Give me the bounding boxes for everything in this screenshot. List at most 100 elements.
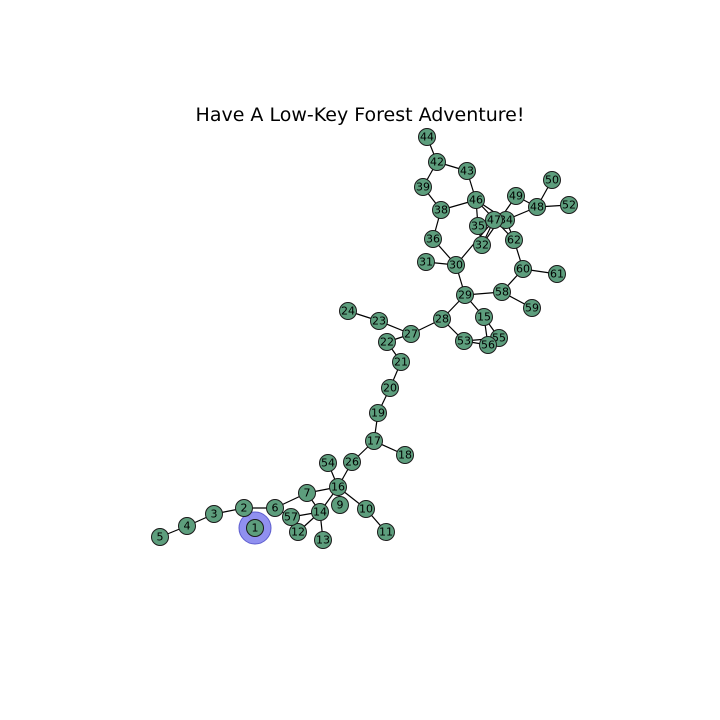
- node-circle: [560, 196, 578, 214]
- node-circle: [473, 236, 491, 254]
- node-12[interactable]: 12: [289, 523, 307, 541]
- node-9[interactable]: 9: [331, 496, 349, 514]
- node-circle: [475, 308, 493, 326]
- node-16[interactable]: 16: [329, 478, 347, 496]
- node-48[interactable]: 48: [528, 198, 546, 216]
- node-39[interactable]: 39: [414, 178, 432, 196]
- node-42[interactable]: 42: [428, 153, 446, 171]
- node-label: 36: [426, 233, 440, 246]
- node-58[interactable]: 58: [493, 283, 511, 301]
- node-4[interactable]: 4: [178, 517, 196, 535]
- node-circle: [378, 333, 396, 351]
- node-circle: [205, 505, 223, 523]
- node-21[interactable]: 21: [392, 353, 410, 371]
- node-38[interactable]: 38: [432, 201, 450, 219]
- node-28[interactable]: 28: [433, 310, 451, 328]
- node-24[interactable]: 24: [339, 302, 357, 320]
- node-49[interactable]: 49: [507, 187, 525, 205]
- node-label: 50: [545, 174, 559, 187]
- node-29[interactable]: 29: [456, 286, 474, 304]
- node-circle: [417, 253, 435, 271]
- node-7[interactable]: 7: [298, 484, 316, 502]
- node-15[interactable]: 15: [475, 308, 493, 326]
- graph-title: Have A Low-Key Forest Adventure!: [195, 104, 525, 126]
- node-circle: [298, 484, 316, 502]
- node-52[interactable]: 52: [560, 196, 578, 214]
- node-circle: [357, 500, 375, 518]
- node-6[interactable]: 6: [266, 499, 284, 517]
- node-label: 52: [562, 199, 576, 212]
- node-label: 30: [449, 259, 463, 272]
- node-31[interactable]: 31: [417, 253, 435, 271]
- node-circle: [485, 211, 503, 229]
- node-label: 6: [272, 502, 279, 515]
- node-circle: [424, 230, 442, 248]
- node-circle: [467, 191, 485, 209]
- node-label: 5: [157, 531, 164, 544]
- node-circle: [507, 187, 525, 205]
- node-label: 7: [304, 487, 311, 500]
- node-13[interactable]: 13: [314, 531, 332, 549]
- node-label: 2: [241, 502, 248, 515]
- node-label: 58: [495, 286, 509, 299]
- node-label: 26: [345, 456, 359, 469]
- node-57[interactable]: 57: [282, 508, 300, 526]
- node-label: 11: [379, 526, 393, 539]
- node-44[interactable]: 44: [418, 128, 436, 146]
- node-60[interactable]: 60: [514, 260, 532, 278]
- node-circle: [514, 260, 532, 278]
- node-54[interactable]: 54: [319, 454, 337, 472]
- node-61[interactable]: 61: [548, 265, 566, 283]
- node-2[interactable]: 2: [235, 499, 253, 517]
- node-23[interactable]: 23: [370, 312, 388, 330]
- node-5[interactable]: 5: [151, 528, 169, 546]
- node-22[interactable]: 22: [378, 333, 396, 351]
- node-50[interactable]: 50: [543, 171, 561, 189]
- node-circle: [151, 528, 169, 546]
- node-53[interactable]: 53: [455, 332, 473, 350]
- node-label: 9: [337, 499, 344, 512]
- node-circle: [381, 379, 399, 397]
- node-circle: [432, 201, 450, 219]
- node-18[interactable]: 18: [396, 446, 414, 464]
- node-circle: [469, 217, 487, 235]
- node-30[interactable]: 30: [447, 256, 465, 274]
- node-3[interactable]: 3: [205, 505, 223, 523]
- node-label: 10: [359, 503, 373, 516]
- node-11[interactable]: 11: [377, 523, 395, 541]
- node-circle: [266, 499, 284, 517]
- node-label: 56: [481, 339, 495, 352]
- node-circle: [289, 523, 307, 541]
- node-43[interactable]: 43: [458, 162, 476, 180]
- node-label: 35: [471, 220, 485, 233]
- node-26[interactable]: 26: [343, 453, 361, 471]
- node-circle: [331, 496, 349, 514]
- node-19[interactable]: 19: [369, 404, 387, 422]
- node-circle: [396, 446, 414, 464]
- node-36[interactable]: 36: [424, 230, 442, 248]
- node-46[interactable]: 46: [467, 191, 485, 209]
- node-20[interactable]: 20: [381, 379, 399, 397]
- node-62[interactable]: 62: [505, 231, 523, 249]
- node-14[interactable]: 14: [311, 503, 329, 521]
- node-circle: [370, 312, 388, 330]
- node-27[interactable]: 27: [402, 325, 420, 343]
- node-label: 54: [321, 457, 335, 470]
- node-label: 49: [509, 190, 523, 203]
- node-circle: [493, 283, 511, 301]
- node-17[interactable]: 17: [365, 432, 383, 450]
- node-10[interactable]: 10: [357, 500, 375, 518]
- node-32[interactable]: 32: [473, 236, 491, 254]
- node-47[interactable]: 47: [485, 211, 503, 229]
- node-56[interactable]: 56: [479, 336, 497, 354]
- node-label: 44: [420, 131, 434, 144]
- node-circle: [377, 523, 395, 541]
- node-59[interactable]: 59: [523, 299, 541, 317]
- node-circle: [392, 353, 410, 371]
- node-label: 43: [460, 165, 474, 178]
- node-circle: [447, 256, 465, 274]
- node-1[interactable]: 1: [246, 519, 264, 537]
- node-35[interactable]: 35: [469, 217, 487, 235]
- node-label: 29: [458, 289, 472, 302]
